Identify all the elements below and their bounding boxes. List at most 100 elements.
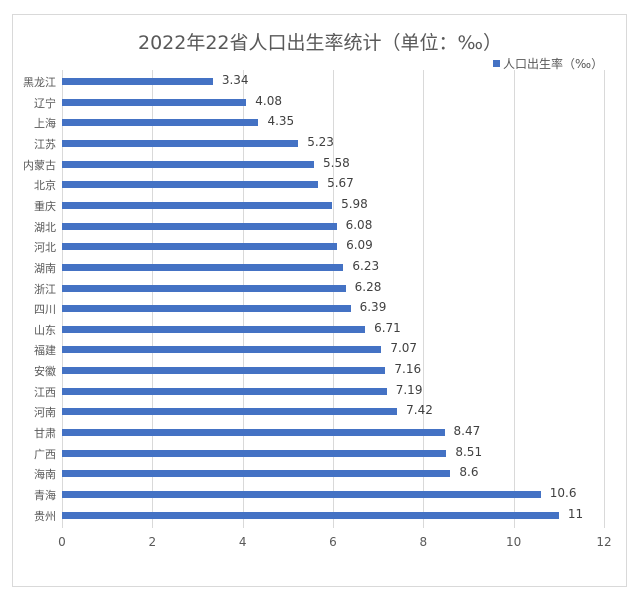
value-label: 7.42: [406, 403, 433, 418]
bar-row: 湖北 6.08: [34, 216, 604, 236]
bar-row: 北京 5.67: [34, 174, 604, 194]
bar: [62, 263, 344, 271]
bar: [62, 284, 346, 292]
bar-row: 河南 7.42: [34, 401, 604, 421]
value-label: 7.16: [394, 362, 422, 377]
bar: [62, 387, 387, 395]
gridline: [242, 70, 244, 528]
category-label: 甘肃: [34, 427, 56, 441]
bar-row: 福建 7.07: [34, 339, 604, 359]
value-label: 4.08: [255, 93, 282, 108]
bar-row: 辽宁 4.08: [34, 92, 604, 112]
bar-row: 青海 10.6: [34, 484, 604, 504]
category-label: 湖北: [34, 220, 56, 234]
category-label: 江苏: [34, 137, 56, 151]
bar: [62, 511, 559, 519]
gridline: [333, 70, 334, 528]
value-label: 7.19: [395, 382, 423, 397]
x-tick-label: 4: [238, 535, 247, 549]
bar-row: 湖南 6.23: [34, 257, 604, 277]
x-tick-label: 8: [419, 535, 428, 549]
bar: [62, 305, 351, 313]
value-label: 6.23: [352, 258, 380, 273]
bar: [62, 98, 247, 106]
chart-title: 2022年22省人口出生率统计（单位：‰）: [137, 32, 503, 54]
bar: [62, 325, 366, 333]
bar: [62, 429, 445, 437]
bar-row: 江苏 5.23: [34, 133, 604, 153]
category-label: 广西: [34, 447, 56, 461]
category-label: 北京: [34, 179, 56, 193]
bar-row: 河北 6.09: [34, 236, 604, 256]
value-label: 8.47: [453, 424, 481, 439]
plot-area: 黑龙江 3.34 辽宁 4.08 上海 4.35 江苏 5.23 内蒙古 5.58 北京 5.67 重庆…: [23, 70, 605, 528]
bar-row: 重庆 5.98: [34, 195, 604, 215]
bar-row: 贵州 11: [34, 505, 604, 525]
category-label: 贵州: [34, 509, 56, 523]
gridline: [604, 70, 605, 528]
legend-label: 人口出生率（‰）: [503, 57, 604, 71]
value-label: 6.28: [354, 279, 382, 294]
value-label: 11: [567, 506, 584, 521]
bar: [62, 201, 333, 209]
bar-row: 黑龙江 3.34: [23, 71, 604, 91]
value-label: 5.58: [323, 155, 350, 170]
bar-row: 四川 6.39: [34, 298, 604, 318]
x-tick-label: 6: [329, 535, 337, 549]
category-label: 青海: [34, 489, 56, 502]
value-label: 5.98: [341, 196, 368, 211]
category-label: 重庆: [34, 199, 56, 213]
value-label: 8.51: [455, 444, 483, 459]
bar: [62, 139, 299, 147]
value-label: 3.34: [221, 73, 249, 87]
value-label: 4.35: [267, 114, 295, 129]
bar-row: 山东 6.71: [34, 319, 604, 339]
value-label: 5.67: [327, 176, 354, 191]
gridline: [513, 70, 515, 528]
category-label: 湖南: [34, 261, 56, 275]
value-label: 6.71: [374, 320, 401, 335]
bar-row: 广西 8.51: [34, 443, 604, 463]
category-label: 辽宁: [34, 96, 56, 110]
value-label: 7.07: [390, 341, 418, 356]
category-label: 安徽: [34, 365, 56, 379]
value-label: 8.6: [459, 465, 479, 480]
x-tick-label: 2: [148, 535, 157, 549]
category-label: 海南: [34, 468, 56, 482]
value-label: 5.23: [307, 134, 334, 149]
category-label: 福建: [34, 344, 56, 358]
bar-row: 甘肃 8.47: [34, 422, 604, 442]
category-label: 山东: [34, 323, 56, 337]
bar: [62, 243, 338, 251]
category-label: 上海: [34, 117, 56, 131]
y-axis-line: [62, 70, 63, 528]
gridline: [152, 70, 154, 528]
bar-row: 海南 8.6: [34, 463, 604, 483]
bar: [62, 491, 541, 498]
bar-row: 浙江 6.28: [34, 278, 604, 298]
value-label: 6.08: [345, 217, 373, 232]
x-tick-label: 12: [596, 535, 612, 549]
value-label: 10.6: [549, 486, 577, 500]
bar: [62, 160, 315, 168]
x-tick-label: 10: [506, 535, 522, 549]
bar: [62, 78, 213, 85]
value-label: 6.09: [346, 238, 373, 253]
bar-row: 上海 4.35: [34, 112, 604, 132]
legend-swatch-icon: [493, 60, 500, 67]
legend: 人口出生率（‰）: [493, 55, 603, 72]
bar: [62, 222, 337, 230]
bar: [62, 449, 447, 457]
category-label: 四川: [34, 303, 56, 317]
category-label: 江西: [34, 385, 56, 399]
category-label: 浙江: [34, 282, 56, 296]
x-tick-label: 0: [58, 535, 66, 549]
bar: [62, 346, 382, 354]
bar-row: 江西 7.19: [34, 381, 604, 401]
bar: [62, 181, 319, 189]
bar: [62, 119, 259, 127]
bar: [62, 408, 398, 416]
category-label: 河南: [34, 406, 56, 420]
bar-row: 安徽 7.16: [34, 360, 604, 380]
category-label: 黑龙江: [23, 76, 56, 89]
